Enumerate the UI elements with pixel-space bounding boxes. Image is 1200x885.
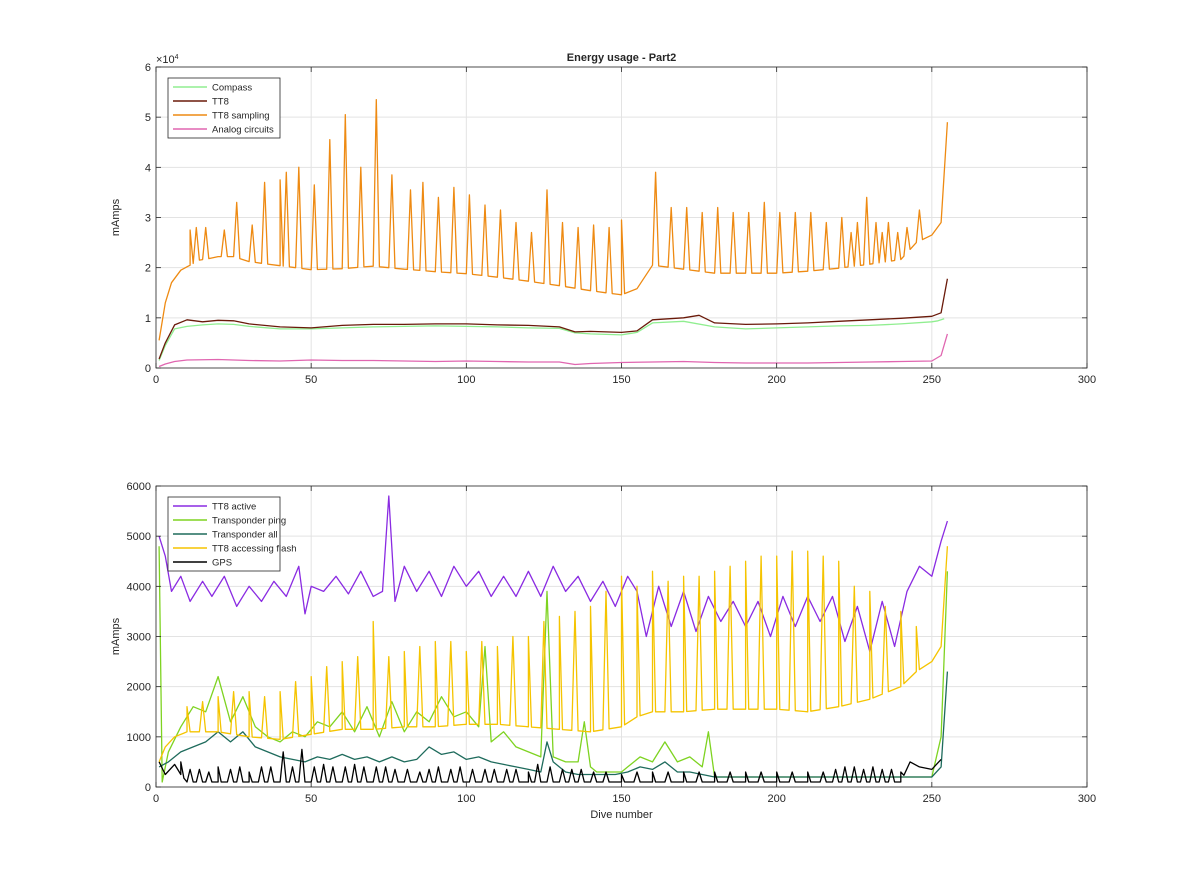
x-tick-label: 250 <box>923 374 941 386</box>
legend-label: TT8 active <box>212 502 256 513</box>
series-line-tt8-accessing-flash <box>158 546 949 763</box>
y-tick-label: 4000 <box>127 581 151 593</box>
y-tick-label: 1 <box>145 313 151 325</box>
y-tick-label: 3000 <box>127 632 151 644</box>
series-line-tt8-active <box>158 495 949 653</box>
legend: Compass TT8 TT8 sampling Analog circuits <box>167 77 281 139</box>
y-tick-label: 6 <box>145 62 151 74</box>
y-axis-label: mAmps <box>110 617 122 655</box>
y-tick-label: 3 <box>145 213 151 225</box>
x-tick-label: 150 <box>612 374 630 386</box>
legend-label: GPS <box>212 558 232 569</box>
y-tick-label: 5 <box>145 112 151 124</box>
chart-2: 0 50 100 150 200 250 3000100020003000400050006… <box>110 481 1096 821</box>
y-exponent-label: ×104 <box>156 54 179 66</box>
x-tick-label: 300 <box>1078 793 1096 805</box>
legend-label: TT8 <box>212 97 229 108</box>
x-tick-label: 200 <box>767 793 785 805</box>
series-line-tt8 <box>158 278 949 360</box>
legend-label: Transponder ping <box>212 516 286 527</box>
x-tick-label: 0 <box>153 374 159 386</box>
legend-label: Compass <box>212 83 252 94</box>
y-tick-label: 4 <box>145 162 151 174</box>
series-line-compass <box>158 318 945 361</box>
series-group <box>158 98 949 368</box>
y-tick-label: 2 <box>145 263 151 275</box>
x-tick-label: 250 <box>923 793 941 805</box>
series-line-transponder-all <box>158 671 949 778</box>
x-tick-label: 300 <box>1078 374 1096 386</box>
y-tick-label: 0 <box>145 782 151 794</box>
series-line-gps <box>158 748 942 783</box>
y-tick-label: 5000 <box>127 531 151 543</box>
series-line-tt8-sampling <box>158 98 949 341</box>
legend-label: TT8 sampling <box>212 111 270 122</box>
legend-label: TT8 accessing flash <box>212 544 296 555</box>
series-group <box>158 495 949 783</box>
x-axis-label: Dive number <box>590 809 653 821</box>
x-tick-label: 100 <box>457 374 475 386</box>
x-tick-label: 50 <box>305 374 317 386</box>
legend-label: Transponder all <box>212 530 278 541</box>
chart-title: Energy usage - Part2 <box>567 52 676 64</box>
series-line-analog-circuits <box>158 333 949 368</box>
x-tick-label: 150 <box>612 793 630 805</box>
x-tick-label: 50 <box>305 793 317 805</box>
legend-box <box>167 77 281 139</box>
y-tick-label: 0 <box>145 363 151 375</box>
x-tick-label: 200 <box>767 374 785 386</box>
chart-1: 0 50 100 150 200 250 300 0 1 2 3 4 5 6 ×104 Energy usag… <box>110 52 1096 386</box>
x-tick-label: 100 <box>457 793 475 805</box>
x-tick-label: 0 <box>153 793 159 805</box>
y-tick-label: 6000 <box>127 481 151 493</box>
legend: TT8 active Transponder ping Transponder al… <box>167 496 296 572</box>
legend-label: Analog circuits <box>212 125 274 136</box>
y-axis-label: mAmps <box>110 198 122 236</box>
y-tick-label: 2000 <box>127 682 151 694</box>
y-tick-label: 1000 <box>127 732 151 744</box>
